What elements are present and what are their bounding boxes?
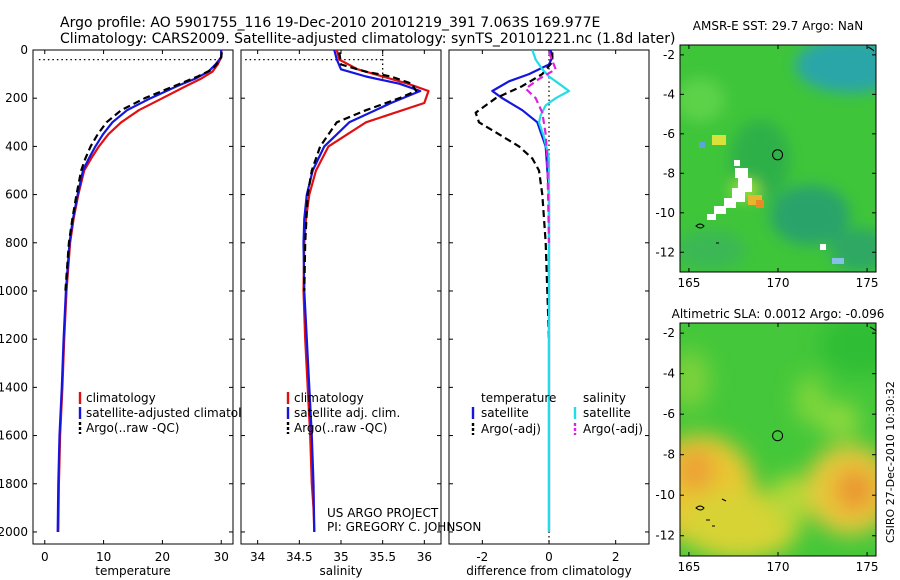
temperature-series-satellite-adjusted-climatology — [56, 50, 223, 533]
temperature-ytick-label: 400 — [5, 139, 28, 153]
sla-map-ytick-label: -4 — [663, 367, 675, 381]
salinity-xtick-label: 34.5 — [286, 550, 313, 564]
sla-map-ytick-label: -12 — [655, 529, 675, 543]
sla-map-ytick-label: -2 — [663, 326, 675, 340]
salinity-legend-label: Argo(..raw -QC) — [294, 421, 387, 435]
salinity-xtick-label: 36 — [417, 550, 432, 564]
temperature-ytick-label: 0 — [20, 43, 28, 57]
sla-map: Altimetric SLA: 0.0012 Argo: -0.096 -2 -4… — [655, 307, 885, 574]
temperature-ytick-label: 1000 — [0, 284, 28, 298]
project-credit: US ARGO PROJECT — [327, 506, 439, 520]
sla-map-xtick-label: 175 — [856, 560, 879, 574]
temperature-xtick-label: 10 — [96, 550, 111, 564]
sst-map-xtick-label: 170 — [767, 276, 790, 290]
difference-xtick-label: -2 — [476, 550, 488, 564]
difference-series-salinity-argo-adj — [524, 51, 557, 243]
sst-map-ytick-label: -2 — [663, 48, 675, 62]
salinity-legend-label: climatology — [294, 391, 364, 405]
pi-credit: PI: GREGORY C. JOHNSON — [327, 520, 481, 534]
temperature-axes-box — [32, 49, 234, 545]
sst-map-ytick-label: -10 — [655, 206, 675, 220]
sla-map-xtick-label: 170 — [767, 560, 790, 574]
temperature-ytick-label: 1800 — [0, 477, 28, 491]
salinity-series-argo-raw-qc — [303, 52, 418, 292]
temperature-xtick-label: 30 — [214, 550, 229, 564]
salinity-xlabel: salinity — [319, 564, 362, 578]
sst-map-title: AMSR-E SST: 29.7 Argo: NaN — [693, 19, 863, 33]
difference-legend-label: satellite — [481, 406, 529, 420]
temperature-xtick-label: 0 — [41, 550, 49, 564]
difference-xtick-label: 2 — [612, 550, 620, 564]
sst-map: AMSR-E SST: 29.7 Argo: NaN — [655, 19, 879, 290]
header-line-2: Climatology: CARS2009. Satellite-adjuste… — [60, 31, 675, 47]
sst-map-ytick-label: -8 — [663, 166, 675, 180]
salinity-xtick-label: 34 — [250, 550, 265, 564]
sst-map-xtick-label: 175 — [856, 276, 879, 290]
sst-map-ytick-label: -4 — [663, 87, 675, 101]
temperature-ytick-label: 1200 — [0, 332, 28, 346]
temperature-xtick-label: 20 — [155, 550, 170, 564]
sla-map-ytick-label: -6 — [663, 407, 675, 421]
temperature-ytick-label: 200 — [5, 91, 28, 105]
sla-map-ytick-label: -10 — [655, 488, 675, 502]
sst-map-ytick-label: -12 — [655, 245, 675, 259]
salinity-series-group — [245, 50, 430, 533]
difference-legend-label: Argo(-adj) — [583, 422, 643, 436]
difference-legend-title: temperature — [481, 391, 556, 405]
temperature-ytick-label: 2000 — [0, 525, 28, 539]
difference-series-temperature-argo-adj — [474, 52, 554, 340]
temperature-legend-label: satellite-adjusted climatology — [86, 406, 264, 420]
temperature-ytick-label: 1600 — [0, 429, 28, 443]
salinity-xtick-label: 35 — [333, 550, 348, 564]
temperature-ytick-label: 1400 — [0, 380, 28, 394]
csiro-timestamp: CSIRO 27-Dec-2010 10:30:32 — [884, 381, 897, 543]
temperature-panel: 0 200 400 600 800 1000 1200 1400 1600 1800 2000 0 10… — [0, 43, 264, 578]
difference-legend-title: salinity — [583, 391, 626, 405]
temperature-series-argo-raw-qc — [64, 52, 223, 292]
temperature-legend-label: climatology — [86, 391, 156, 405]
difference-legend-label: Argo(-adj) — [481, 422, 541, 436]
temperature-ytick-label: 800 — [5, 236, 28, 250]
salinity-series-climatology — [302, 50, 430, 533]
difference-series-group — [474, 50, 571, 544]
sla-map-ytick-label: -8 — [663, 448, 675, 462]
sst-map-ytick-label: -6 — [663, 127, 675, 141]
temperature-ytick-label: 600 — [5, 188, 28, 202]
difference-legend-label: satellite — [583, 406, 631, 420]
temperature-legend-label: Argo(..raw -QC) — [86, 421, 179, 435]
difference-xlabel: difference from climatology — [466, 564, 632, 578]
sst-map-xtick-label: 165 — [677, 276, 700, 290]
sla-map-title: Altimetric SLA: 0.0012 Argo: -0.096 — [672, 307, 885, 321]
header-line-1: Argo profile: AO 5901755_116 19-Dec-2010… — [60, 15, 600, 31]
temperature-xlabel: temperature — [95, 564, 170, 578]
sst-argo-location-marker — [772, 149, 784, 161]
salinity-xtick-label: 35.5 — [369, 550, 396, 564]
salinity-panel: 34 34.5 35 35.5 36 salinity climatologysatelli… — [240, 49, 442, 578]
difference-xtick-label: 0 — [545, 550, 553, 564]
temperature-series-group — [38, 50, 223, 533]
sla-argo-location-marker — [772, 430, 784, 442]
sla-map-xtick-label: 165 — [677, 560, 700, 574]
salinity-legend-label: satellite adj. clim. — [294, 406, 400, 420]
difference-series-salinity-satellite — [531, 50, 571, 532]
salinity-axes-box — [240, 49, 442, 545]
